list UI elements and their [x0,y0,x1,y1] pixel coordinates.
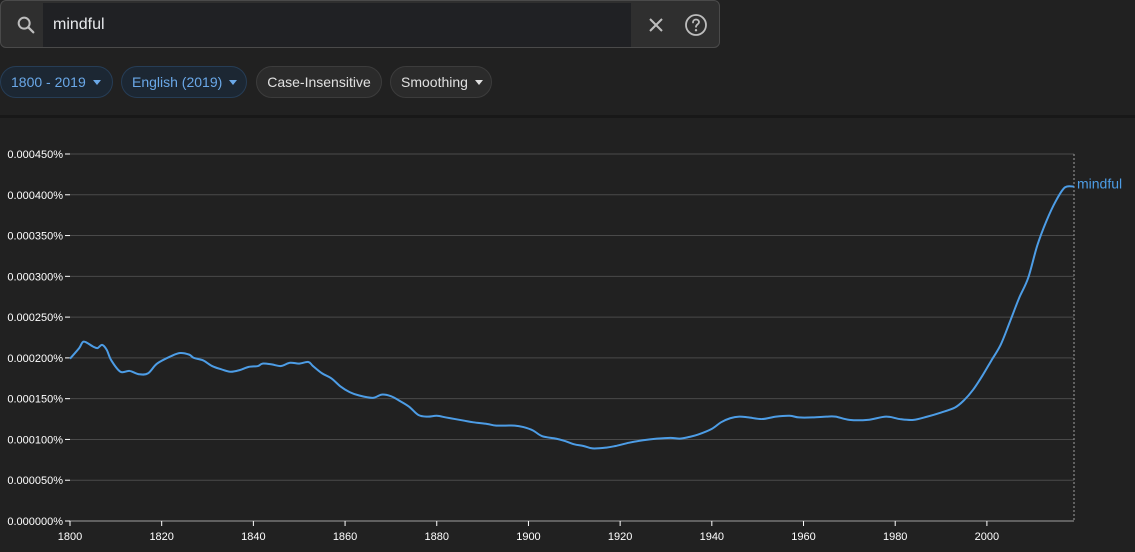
caret-down-icon [229,79,238,85]
help-icon[interactable] [684,13,708,37]
smoothing-label: Smoothing [401,74,468,90]
x-tick-label: 1960 [791,531,815,543]
divider [0,115,1135,118]
y-tick-label: 0.000100% [7,434,63,446]
x-tick-label: 1820 [149,531,173,543]
y-tick-label: 0.000400% [7,190,63,202]
smoothing-dropdown[interactable]: Smoothing [390,66,492,98]
x-tick-label: 1920 [608,531,632,543]
y-tick-label: 0.000450% [7,149,63,161]
series-line-mindful [69,185,1075,450]
y-tick-label: 0.000150% [7,394,63,406]
y-tick-label: 0.000300% [7,271,63,283]
ngram-chart: 0.000000% 0.000050% 0.000100% 0.000150% 0.00… [7,149,1122,543]
corpus-label: English (2019) [132,74,223,90]
x-tick-label: 1880 [425,531,449,543]
y-tick-label: 0.000200% [7,353,63,365]
search-input[interactable] [43,3,631,47]
series-label-mindful: mindful [1077,176,1122,192]
y-tick-label: 0.000350% [7,231,63,243]
y-tick-label: 0.000050% [7,475,63,487]
close-icon[interactable] [644,13,668,37]
case-insensitive-toggle[interactable]: Case-Insensitive [256,66,382,98]
x-tick-label: 1940 [700,531,724,543]
caret-down-icon [92,79,101,85]
year-range-dropdown[interactable]: 1800 - 2019 [0,66,113,98]
year-range-label: 1800 - 2019 [11,74,86,90]
x-tick-label: 1900 [516,531,540,543]
search-bar [0,0,720,48]
y-tick-label: 0.000250% [7,312,63,324]
corpus-dropdown[interactable]: English (2019) [121,66,247,98]
x-tick-label: 2000 [975,531,999,543]
y-tick-label: 0.000000% [7,516,63,528]
x-tick-label: 1860 [333,531,357,543]
x-tick-label: 1800 [58,531,82,543]
case-insensitive-label: Case-Insensitive [267,74,371,90]
x-tick-label: 1980 [883,531,907,543]
caret-down-icon [474,79,483,85]
search-icon [17,16,35,34]
x-tick-label: 1840 [241,531,265,543]
